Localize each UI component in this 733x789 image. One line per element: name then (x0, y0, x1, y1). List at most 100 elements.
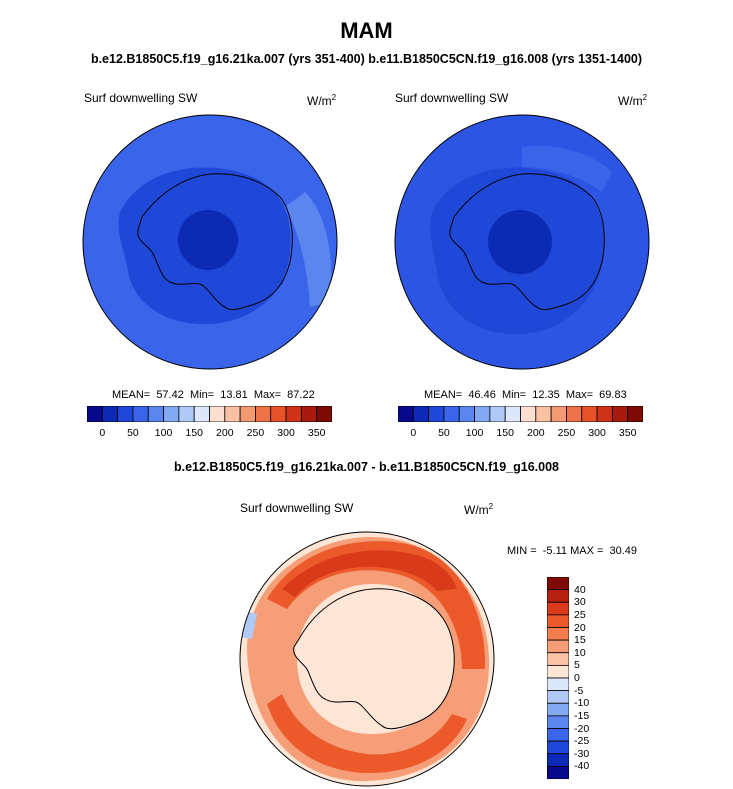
panel1-variable-label: Surf downwelling SW (84, 91, 198, 105)
panel1-polar-map (82, 114, 338, 370)
diff-lower-band (267, 694, 467, 774)
panel2-tick-label: 0 (410, 427, 417, 439)
panel2-colorbar-box (550, 406, 567, 422)
diff-tick-label: 30 (574, 596, 586, 609)
panel1-colorbar-box (255, 406, 272, 422)
diff-title: b.e12.B1850C5.f19_g16.21ka.007 - b.e11.B… (174, 460, 559, 474)
diff-strong-band (282, 550, 457, 597)
panel2-colorbar-box (596, 406, 613, 422)
panel2-colorbar-box (627, 406, 643, 422)
panel2-colorbar-box (520, 406, 537, 422)
panel2-colorbar-box (458, 406, 475, 422)
diff-colorbar-box (547, 728, 569, 742)
diff-colorbar (547, 577, 569, 779)
panel1-tick-label: 200 (216, 427, 234, 439)
diff-tick-label: -10 (574, 697, 590, 710)
panel2-stats: MEAN= 46.46 Min= 12.35 Max= 69.83 (424, 389, 627, 401)
diff-colorbar-box (547, 589, 569, 603)
panel1-stats: MEAN= 57.42 Min= 13.81 Max= 87.22 (112, 389, 315, 401)
panel2-colorbar-labels: 0 50 100 150 200 250 300 350 (398, 427, 643, 441)
panel2-tick-label: 150 (496, 427, 514, 439)
panel2-colorbar-box (611, 406, 629, 422)
diff-tick-label: 25 (574, 608, 586, 621)
diff-tick-label: 10 (574, 646, 586, 659)
diff-colorbar-box (547, 652, 569, 666)
panel2-colorbar (398, 406, 643, 422)
panel1-colorbar-box (101, 406, 119, 422)
diff-colorbar-box (547, 639, 569, 654)
panel2-colorbar-box (474, 406, 491, 422)
diff-variable-label: Surf downwelling SW (240, 501, 354, 515)
diff-light-orange-band (247, 536, 490, 782)
diff-tick-label: 20 (574, 621, 586, 634)
diff-tick-label: -20 (574, 722, 590, 735)
diff-tick-label: -15 (574, 709, 590, 722)
panel1-colorbar-box (87, 406, 103, 422)
panel1-colorbar-box (163, 406, 180, 422)
panel1-colorbar-box (178, 406, 195, 422)
panel1-colorbar-box (193, 406, 210, 422)
diff-continent (293, 588, 455, 730)
panel1-inner-field (178, 210, 238, 270)
panel1-coastline (137, 173, 293, 311)
panel1-colorbar-box (239, 406, 256, 422)
panel1-colorbar-box (132, 406, 149, 422)
panel2-variable-label: Surf downwelling SW (395, 91, 509, 105)
panel2-highlight-patch (522, 145, 612, 192)
panel2-tick-label: 50 (438, 427, 450, 439)
panel2-unit-label: W/m2 (618, 93, 648, 108)
panel2-colorbar-box (412, 406, 430, 422)
diff-tick-label: 15 (574, 634, 586, 647)
panel1-colorbar-box (209, 406, 226, 422)
panel2-colorbar-box (443, 406, 460, 422)
panel2-coastline (449, 173, 605, 311)
panel1-tick-label: 100 (154, 427, 173, 439)
panel1-tick-label: 50 (127, 427, 139, 439)
panel2-tick-label: 300 (588, 427, 606, 439)
diff-colorbar-box (547, 677, 569, 692)
diff-colorbar-box (547, 702, 569, 717)
diff-colorbar-box (547, 577, 569, 591)
panel2-polar-map (394, 114, 650, 370)
panel1-colorbar-box (300, 406, 318, 422)
diff-colorbar-box (547, 601, 569, 616)
diff-tick-label: -30 (574, 747, 590, 760)
panel2-inner-field (488, 210, 552, 274)
panel2-colorbar-box (428, 406, 445, 422)
diff-tick-label: 0 (574, 672, 580, 684)
panel2-tick-label: 250 (557, 427, 576, 439)
diff-tick-label: -5 (574, 684, 584, 697)
diff-unit-label: W/m2 (464, 502, 494, 517)
diff-tick-label: 40 (574, 583, 586, 596)
panel1-unit-label: W/m2 (307, 93, 337, 108)
diff-stats: MIN = -5.11 MAX = 30.49 (507, 545, 638, 557)
panel1-tick-label: 350 (307, 427, 326, 439)
diff-colorbar-box (547, 627, 569, 641)
diff-polar-map (239, 531, 495, 787)
diff-colorbar-box (547, 690, 569, 704)
diff-tick-label: -25 (574, 735, 590, 748)
panel2-colorbar-box (566, 406, 583, 422)
panel1-colorbar (87, 406, 332, 422)
diff-tick-label: -40 (574, 760, 590, 773)
panel1-colorbar-box (316, 406, 332, 422)
panel1-colorbar-box (147, 406, 164, 422)
panel1-tick-label: 300 (277, 427, 295, 439)
diff-colorbar-box (547, 614, 569, 628)
diff-colorbar-box (547, 753, 569, 767)
diff-colorbar-box (547, 664, 569, 679)
diff-colorbar-box (547, 765, 569, 779)
diff-colorbar-box (547, 740, 569, 755)
panel2-colorbar-box (581, 406, 598, 422)
panel1-tick-label: 0 (99, 427, 106, 439)
panel1-tick-label: 250 (246, 427, 265, 439)
figure-subtitle: b.e12.B1850C5.f19_g16.21ka.007 (yrs 351-… (90, 52, 643, 66)
panel2-tick-label: 100 (465, 427, 484, 439)
panel1-highlight-patch (285, 192, 332, 307)
panel2-colorbar-box (489, 406, 506, 422)
panel1-colorbar-box (285, 406, 302, 422)
panel1-colorbar-box (270, 406, 287, 422)
diff-tick-label: 5 (574, 659, 580, 672)
panel1-colorbar-box (117, 406, 134, 422)
diff-colorbar-box (547, 715, 569, 729)
